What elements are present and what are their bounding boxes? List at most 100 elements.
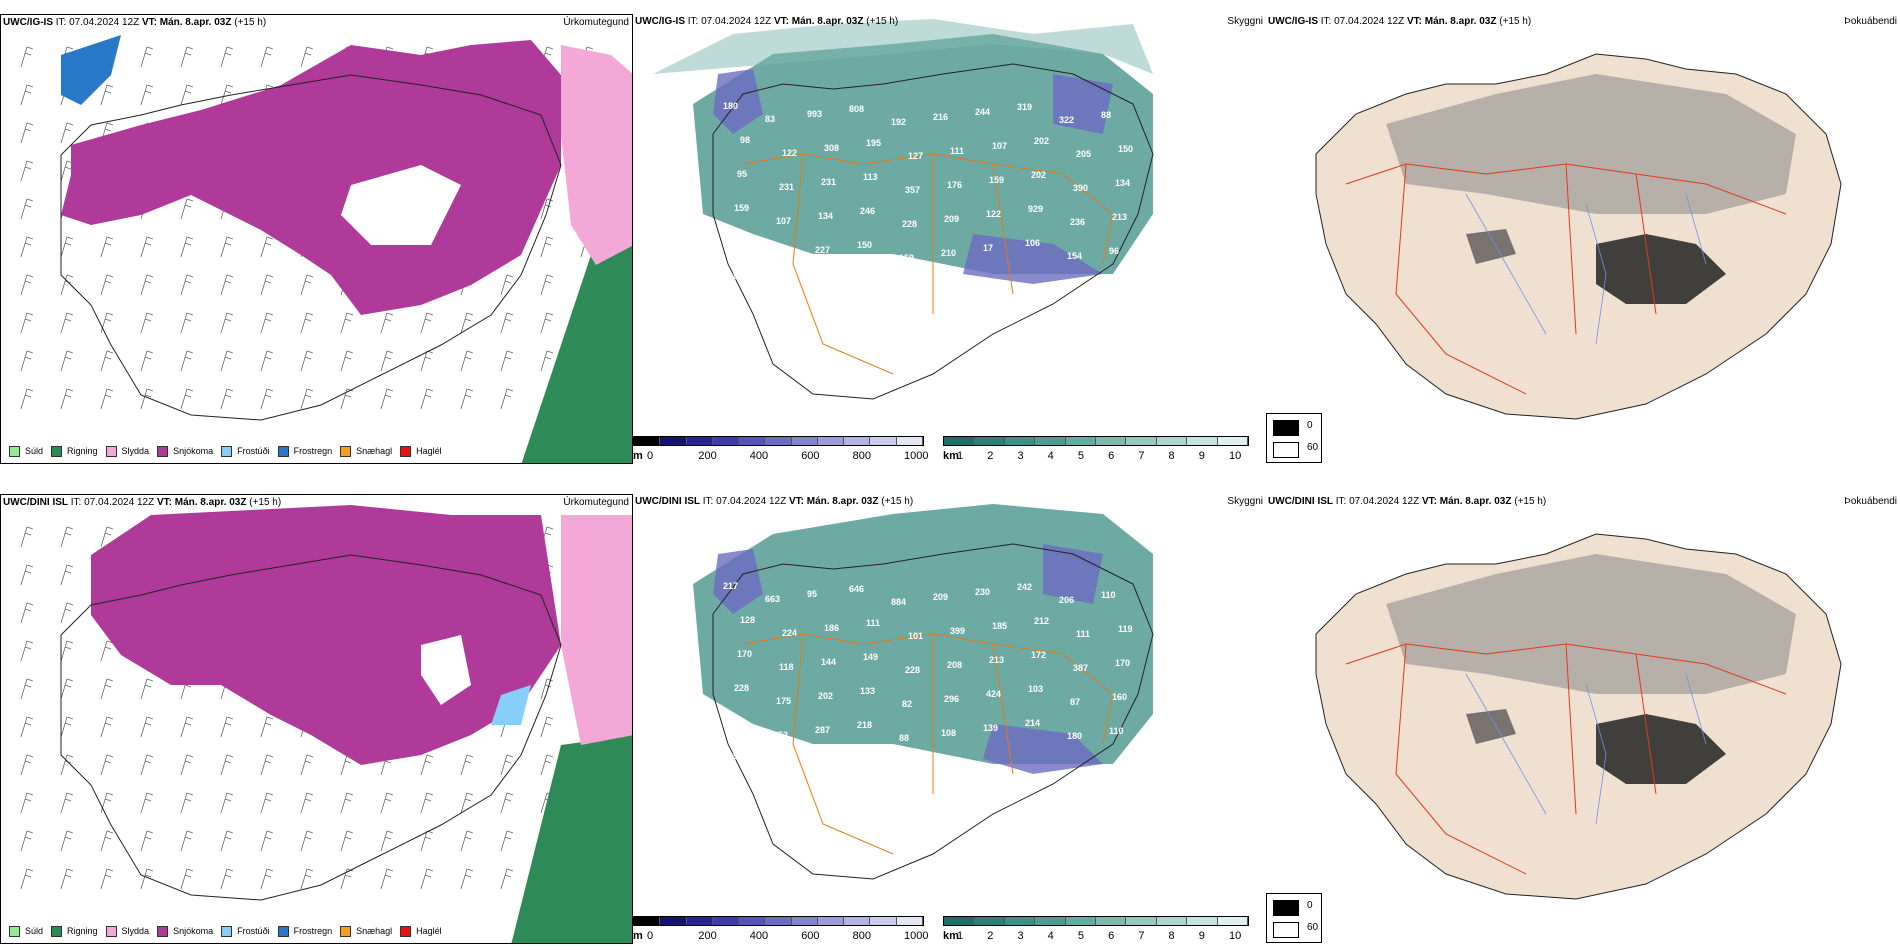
rain-area bbox=[511, 735, 632, 943]
freezing-drizzle-area bbox=[491, 685, 531, 725]
cloud-base-label: 205 bbox=[1076, 149, 1091, 159]
colorbar-tick-label: 6 bbox=[1108, 450, 1115, 462]
wind-barb-icon bbox=[460, 792, 474, 814]
wind-barb-icon bbox=[140, 678, 154, 700]
cloud-base-label: 133 bbox=[860, 686, 875, 696]
cloud-base-label: 150 bbox=[857, 240, 872, 250]
colorbar-cell bbox=[944, 437, 975, 445]
precip-legend-label: Snjókoma bbox=[173, 446, 214, 456]
wind-barb-icon bbox=[300, 274, 314, 296]
fog-key-low-label: 0 bbox=[1307, 420, 1313, 431]
visibility-colorbar: km 1 2 3 4 5 6 7 8 9 10 bbox=[943, 916, 1263, 946]
wind-barb-icon bbox=[500, 274, 514, 296]
colorbar-cell bbox=[765, 917, 792, 925]
wind-barb-icon bbox=[60, 640, 74, 662]
cloud-base-label: 287 bbox=[815, 725, 830, 735]
colorbar-cell bbox=[686, 437, 713, 445]
wind-barb-icon bbox=[180, 274, 194, 296]
fog-mid-area bbox=[1386, 554, 1796, 694]
cloud-base-label: 110 bbox=[1109, 726, 1124, 736]
cloud-base-label: 127 bbox=[908, 151, 923, 161]
colorbar-tick-label: 3 bbox=[1017, 450, 1024, 462]
colorbar-tick-label: 8 bbox=[1168, 930, 1175, 942]
wind-barb-icon bbox=[260, 388, 274, 410]
colorbar-cell bbox=[1065, 437, 1097, 445]
wind-barb-icon bbox=[100, 312, 114, 334]
colorbar-tick-label: 6 bbox=[1108, 930, 1115, 942]
lead-label: (+15 h) bbox=[249, 497, 282, 508]
cloud-base-label: 111 bbox=[1076, 629, 1090, 639]
precip-panel-label: Úrkomutegund bbox=[563, 17, 629, 28]
cloud-base-label: 88 bbox=[1101, 110, 1111, 120]
colorbar-cell bbox=[634, 437, 661, 445]
fog-mid-area bbox=[1386, 74, 1796, 214]
precip-legend-swatch bbox=[400, 925, 412, 937]
precip-legend-label: Frostúði bbox=[237, 446, 270, 456]
wind-barb-icon bbox=[460, 350, 474, 372]
cloud-base-label: 242 bbox=[1017, 582, 1032, 592]
colorbar-tick-label: 2 bbox=[987, 450, 994, 462]
visibility-field bbox=[693, 504, 1153, 764]
cloud-base-label: 150 bbox=[1118, 144, 1133, 154]
cloud-base-label: 180 bbox=[1067, 731, 1082, 741]
cloud-base-label: 186 bbox=[824, 623, 839, 633]
precip-legend-swatch bbox=[105, 925, 117, 937]
colorbar-cell bbox=[712, 917, 740, 925]
cloud-base-label: 149 bbox=[863, 652, 878, 662]
colorbar-cell bbox=[896, 437, 923, 445]
colorbar-cell bbox=[1004, 917, 1036, 925]
wind-barb-icon bbox=[340, 792, 354, 814]
cloud-base-label: 319 bbox=[1017, 102, 1032, 112]
cloud-base-label: 297 bbox=[728, 751, 743, 761]
wind-barb-icon bbox=[380, 388, 394, 410]
visibility-field bbox=[693, 34, 1153, 274]
iceland-coast bbox=[712, 543, 1154, 880]
precip-panel-row2: UWC/DINI ISL IT: 07.04.2024 12Z VT: Mán.… bbox=[0, 494, 633, 944]
wind-barb-icon bbox=[60, 312, 74, 334]
colorbar-tick-label: 400 bbox=[749, 450, 769, 462]
precip-legend-item: Snæhagl bbox=[340, 925, 392, 937]
wind-barb-icon bbox=[20, 716, 34, 738]
wind-barb-icon bbox=[500, 312, 514, 334]
cloud-base-label: 268 bbox=[731, 717, 746, 727]
colorbar-tick-label: 1 bbox=[957, 930, 964, 942]
rivers bbox=[1465, 673, 1707, 825]
colorbar-cell bbox=[817, 437, 845, 445]
colorbar-cell bbox=[1156, 917, 1188, 925]
wind-barb-icon bbox=[100, 274, 114, 296]
wind-barb-icon bbox=[100, 388, 114, 410]
wind-barb-icon bbox=[20, 274, 34, 296]
precip-legend-swatch bbox=[51, 925, 63, 937]
wind-barb-icon bbox=[420, 312, 434, 334]
colorbar-tick-label: 7 bbox=[1138, 930, 1145, 942]
colorbar-cell bbox=[1217, 917, 1249, 925]
cloud-base-label: 96 bbox=[1109, 246, 1119, 256]
precip-legend-swatch bbox=[9, 925, 20, 937]
valid-label: VT: Mán. 8.apr. 03Z bbox=[788, 496, 879, 507]
colorbar-tick-label: 1000 bbox=[904, 930, 929, 942]
wind-barb-icon bbox=[20, 640, 34, 662]
colorbar-tick-label: 800 bbox=[852, 930, 871, 942]
cloud-base-label: 308 bbox=[824, 143, 839, 153]
iceland-coast bbox=[60, 74, 562, 421]
cloud-base-label: 159 bbox=[899, 253, 914, 263]
wind-barb-icon bbox=[20, 830, 34, 852]
cloud-base-label: 87 bbox=[1070, 697, 1080, 707]
fog-key: 0 60 bbox=[1266, 893, 1322, 943]
cloud-base-label: 134 bbox=[818, 211, 833, 221]
colorbar-strip bbox=[943, 436, 1249, 446]
lead-label: (+15 h) bbox=[1499, 16, 1532, 27]
wind-barb-icon bbox=[60, 350, 74, 372]
wind-barb-icon bbox=[460, 754, 474, 776]
valid-label: VT: Mán. 8.apr. 03Z bbox=[1406, 16, 1497, 27]
cloud-base-label: 95 bbox=[770, 284, 780, 294]
colorbar-cell bbox=[634, 917, 661, 925]
colorbar-strip bbox=[633, 436, 924, 446]
wind-barb-icon bbox=[20, 198, 34, 220]
wind-barb-icon bbox=[220, 388, 234, 410]
cloud-base-label: 88 bbox=[899, 733, 909, 743]
wind-barb-icon bbox=[140, 236, 154, 258]
wind-barb-icon bbox=[260, 46, 274, 68]
snow-area bbox=[91, 505, 561, 765]
wind-barb-icon bbox=[460, 830, 474, 852]
